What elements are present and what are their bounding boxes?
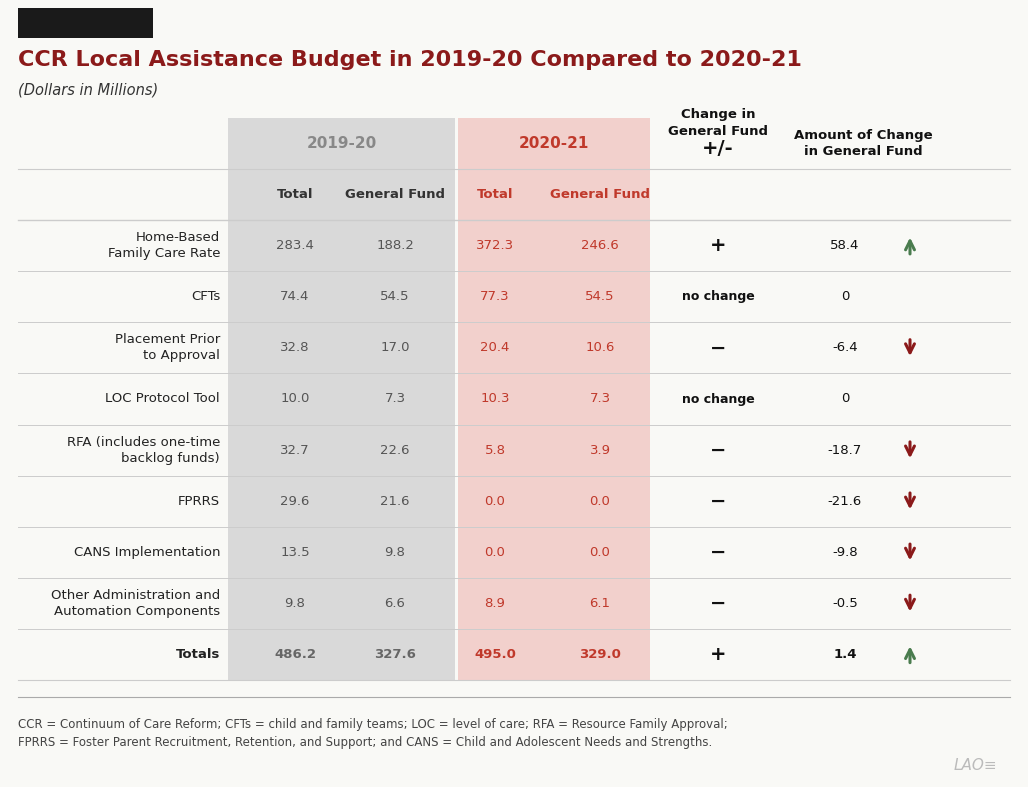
Text: Total: Total (277, 188, 314, 201)
Text: Placement Prior
to Approval: Placement Prior to Approval (115, 334, 220, 362)
Text: CANS Implementation: CANS Implementation (73, 545, 220, 559)
Text: 2019-20: 2019-20 (306, 136, 376, 151)
Text: 188.2: 188.2 (376, 239, 414, 252)
Text: 0.0: 0.0 (484, 545, 506, 559)
Text: LOC Protocol Tool: LOC Protocol Tool (106, 393, 220, 405)
Text: −: − (709, 594, 726, 613)
Text: (Dollars in Millions): (Dollars in Millions) (19, 83, 158, 98)
Text: 495.0: 495.0 (474, 648, 516, 661)
Text: 6.6: 6.6 (384, 597, 405, 610)
Text: 21.6: 21.6 (380, 495, 410, 508)
Text: 9.8: 9.8 (384, 545, 405, 559)
Bar (458, 118, 650, 680)
Text: 486.2: 486.2 (274, 648, 316, 661)
Text: CFTs: CFTs (191, 290, 220, 303)
Text: 1.4: 1.4 (834, 648, 856, 661)
Text: 327.6: 327.6 (374, 648, 416, 661)
Text: 58.4: 58.4 (831, 239, 859, 252)
Text: Total: Total (477, 188, 513, 201)
Text: RFA (includes one-time
backlog funds): RFA (includes one-time backlog funds) (67, 435, 220, 464)
Text: 29.6: 29.6 (281, 495, 309, 508)
Text: Other Administration and
Automation Components: Other Administration and Automation Comp… (50, 589, 220, 618)
Text: 32.8: 32.8 (281, 342, 309, 354)
Text: −: − (709, 441, 726, 460)
Text: 329.0: 329.0 (579, 648, 621, 661)
Text: 74.4: 74.4 (281, 290, 309, 303)
Text: LAO≡: LAO≡ (953, 758, 997, 773)
Text: General Fund: General Fund (345, 188, 445, 201)
Text: 7.3: 7.3 (384, 393, 406, 405)
Text: 2020-21: 2020-21 (519, 136, 589, 151)
Text: 6.1: 6.1 (589, 597, 611, 610)
Text: −: − (709, 492, 726, 511)
Text: no change: no change (682, 290, 755, 303)
Text: 246.6: 246.6 (581, 239, 619, 252)
Text: 0.0: 0.0 (484, 495, 506, 508)
Text: +: + (709, 236, 726, 255)
Text: −: − (709, 543, 726, 562)
Text: 54.5: 54.5 (585, 290, 615, 303)
Text: 10.0: 10.0 (281, 393, 309, 405)
Text: -0.5: -0.5 (832, 597, 858, 610)
Text: -21.6: -21.6 (828, 495, 862, 508)
Text: 20.4: 20.4 (480, 342, 510, 354)
Text: 54.5: 54.5 (380, 290, 410, 303)
Bar (228, 118, 455, 680)
Text: CCR Local Assistance Budget in 2019-20 Compared to 2020-21: CCR Local Assistance Budget in 2019-20 C… (19, 50, 802, 70)
Text: 3.9: 3.9 (589, 444, 611, 456)
Text: 5.8: 5.8 (484, 444, 506, 456)
Text: 9.8: 9.8 (285, 597, 305, 610)
Text: FPRRS: FPRRS (178, 495, 220, 508)
Text: 283.4: 283.4 (277, 239, 314, 252)
Text: -18.7: -18.7 (828, 444, 862, 456)
Text: Figure 12: Figure 12 (45, 16, 126, 31)
Text: 8.9: 8.9 (484, 597, 506, 610)
Text: -9.8: -9.8 (833, 545, 857, 559)
Text: Amount of Change
in General Fund: Amount of Change in General Fund (794, 129, 932, 158)
Text: −: − (709, 338, 726, 357)
Text: 7.3: 7.3 (589, 393, 611, 405)
Text: 77.3: 77.3 (480, 290, 510, 303)
Text: Totals: Totals (176, 648, 220, 661)
Text: Change in
General Fund: Change in General Fund (668, 108, 768, 138)
Text: 32.7: 32.7 (281, 444, 309, 456)
Text: 0: 0 (841, 393, 849, 405)
Text: 372.3: 372.3 (476, 239, 514, 252)
Text: -6.4: -6.4 (833, 342, 857, 354)
Text: 13.5: 13.5 (281, 545, 309, 559)
Text: 0.0: 0.0 (590, 545, 611, 559)
Text: +/-: +/- (702, 139, 734, 157)
Text: no change: no change (682, 393, 755, 405)
Text: 0: 0 (841, 290, 849, 303)
Text: 0.0: 0.0 (590, 495, 611, 508)
Text: 10.3: 10.3 (480, 393, 510, 405)
Text: Home-Based
Family Care Rate: Home-Based Family Care Rate (108, 231, 220, 260)
Text: 22.6: 22.6 (380, 444, 410, 456)
Text: +: + (709, 645, 726, 664)
Text: 17.0: 17.0 (380, 342, 410, 354)
Text: 10.6: 10.6 (585, 342, 615, 354)
Text: General Fund: General Fund (550, 188, 650, 201)
Bar (19, 8, 153, 38)
Text: CCR = Continuum of Care Reform; CFTs = child and family teams; LOC = level of ca: CCR = Continuum of Care Reform; CFTs = c… (19, 718, 728, 749)
